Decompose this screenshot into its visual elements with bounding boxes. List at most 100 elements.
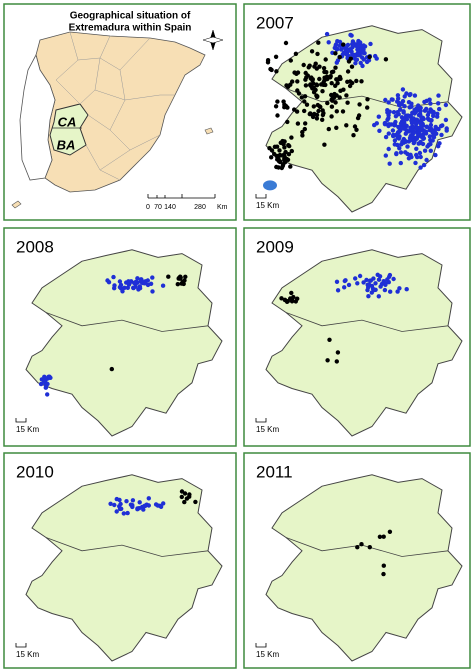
record-dot: [408, 137, 413, 143]
record-dot: [397, 286, 402, 291]
record-dot: [381, 571, 386, 577]
scale-tick: 0: [146, 204, 150, 211]
record-dot: [43, 385, 48, 390]
inset-title: Geographical situation of: [70, 11, 191, 22]
record-dot: [179, 489, 185, 494]
north-arrow: [202, 29, 224, 51]
record-dot: [437, 106, 442, 112]
record-dot: [367, 278, 373, 283]
record-dot: [269, 155, 274, 160]
record-dot: [333, 65, 338, 70]
record-dot: [416, 112, 422, 118]
record-dot: [414, 146, 419, 151]
record-dot: [135, 276, 140, 281]
record-dot: [125, 510, 130, 516]
record-dot: [310, 114, 316, 120]
record-dot: [274, 164, 279, 170]
record-dot: [412, 111, 417, 116]
record-dot: [292, 70, 297, 75]
record-dot: [414, 136, 419, 141]
record-dot: [383, 281, 388, 286]
extremadura: [265, 25, 463, 213]
islands: [11, 127, 214, 209]
record-dot: [182, 278, 187, 283]
record-dot: [108, 501, 113, 506]
record-dot: [429, 118, 434, 123]
record-dot: [361, 43, 366, 48]
record-dot: [350, 80, 355, 86]
record-dot: [366, 294, 371, 299]
record-dot: [335, 288, 341, 293]
record-dot: [428, 125, 433, 131]
record-dot: [356, 52, 361, 57]
record-dot: [272, 151, 277, 157]
record-dot: [396, 96, 401, 101]
record-dot: [383, 57, 389, 62]
record-dot: [280, 163, 285, 169]
record-dot: [381, 534, 386, 539]
record-dot: [402, 94, 407, 99]
record-dot: [401, 126, 407, 131]
record-dot: [344, 123, 349, 128]
record-dot: [400, 99, 406, 104]
record-dot: [342, 285, 347, 290]
record-dot: [383, 134, 389, 140]
record-dot: [302, 99, 307, 104]
record-dot: [345, 42, 351, 48]
record-dot: [395, 289, 400, 294]
record-dot: [45, 392, 50, 397]
record-dot: [143, 279, 148, 284]
record-dot: [358, 40, 363, 45]
record-dot: [179, 281, 184, 286]
extremadura: [49, 103, 89, 156]
record-dot: [39, 377, 44, 382]
record-dot: [391, 110, 397, 115]
record-dot: [436, 101, 441, 106]
record-dot: [321, 80, 326, 85]
record-dot: [295, 70, 301, 75]
record-dot: [316, 40, 321, 45]
record-dot: [393, 114, 399, 119]
scale-bar: [255, 643, 267, 648]
record-dot: [376, 114, 381, 119]
record-dot: [419, 115, 424, 121]
record-dot: [293, 299, 298, 304]
record-dot: [324, 70, 329, 75]
year-label: 2009: [256, 237, 294, 256]
record-dot: [377, 274, 383, 279]
record-dot: [117, 506, 123, 512]
record-dot: [421, 162, 427, 168]
record-dot: [132, 280, 137, 286]
record-dot: [139, 278, 144, 283]
panel: 2011 15 Km: [255, 462, 463, 662]
record-dot: [437, 141, 442, 146]
extremadura: [25, 249, 223, 437]
record-dot: [314, 93, 319, 98]
record-dot: [334, 125, 339, 130]
record-dot: [314, 112, 320, 118]
record-dot: [378, 284, 383, 289]
record-dot: [337, 39, 343, 45]
record-dot: [361, 280, 366, 285]
record-dot: [300, 129, 305, 135]
record-dot: [398, 160, 403, 166]
record-dot: [314, 116, 320, 121]
record-dot: [394, 151, 399, 157]
record-dot: [311, 90, 317, 95]
record-dot: [289, 135, 294, 140]
record-dot: [398, 107, 403, 112]
record-dot: [383, 153, 388, 158]
record-dot: [439, 132, 444, 138]
record-dot: [316, 108, 321, 114]
record-dot: [396, 129, 402, 135]
record-dot: [161, 501, 166, 506]
record-dot: [333, 51, 338, 56]
record-dot: [352, 52, 358, 58]
record-dot: [377, 128, 382, 133]
inset-scale: 0 70 140 280 Km: [146, 194, 228, 211]
record-dot: [333, 100, 338, 105]
record-dot: [285, 105, 290, 110]
record-dot: [326, 126, 331, 132]
record-dot: [374, 121, 379, 126]
